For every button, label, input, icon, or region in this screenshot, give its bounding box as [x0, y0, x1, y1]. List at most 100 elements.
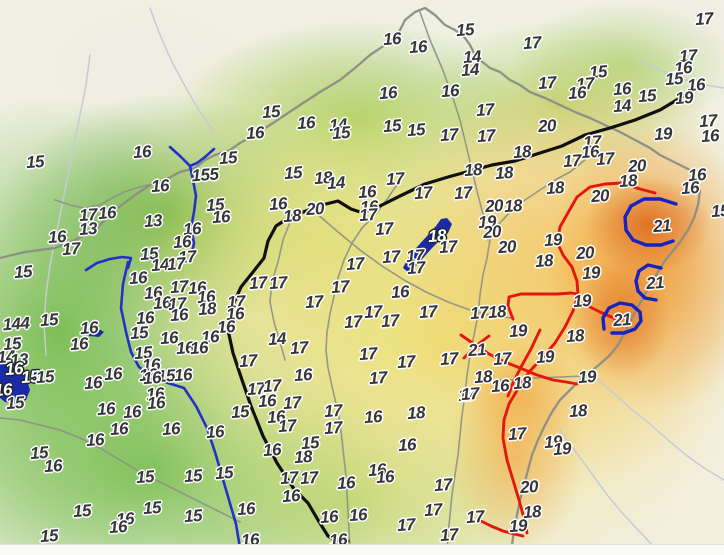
temp-label: 17: [396, 514, 416, 536]
temp-label: 15: [261, 101, 281, 123]
temp-label: 21: [612, 309, 632, 331]
temp-label: 15: [331, 122, 351, 144]
lake-polygon: [87, 328, 104, 337]
temp-label: 16: [103, 363, 123, 385]
temp-label: 16: [205, 421, 225, 443]
temp-label: 17: [694, 8, 714, 30]
temp-label: 19: [543, 229, 563, 251]
temp-label: 15: [214, 462, 234, 484]
temp-label: 15: [406, 119, 426, 141]
temp-label: 144: [1, 313, 31, 335]
temp-label: 15: [283, 162, 303, 184]
temp-label: 17: [381, 246, 401, 268]
faint-river-line: [149, 7, 215, 133]
temp-label: 18: [494, 162, 514, 184]
country-border-line: [0, 6, 702, 555]
temp-label: 17: [413, 182, 433, 204]
temp-label: 15: [183, 465, 203, 487]
temp-label: 17: [423, 499, 443, 521]
temp-label: 18: [545, 177, 565, 199]
lake-polygon: [403, 218, 452, 272]
temp-label: 17: [522, 32, 542, 54]
temp-label: 16: [440, 80, 460, 102]
temp-label: 19: [577, 366, 597, 388]
temp-label: 16: [146, 392, 166, 414]
temp-label: 16: [375, 466, 395, 488]
temp-label: 17: [268, 272, 288, 294]
temp-label: 17: [358, 343, 378, 365]
faint-river-line: [589, 371, 724, 481]
temp-label: 19: [572, 290, 592, 312]
temp-label: 17: [330, 276, 350, 298]
temp-label: 17: [304, 291, 324, 313]
temp-label: 16: [108, 516, 128, 538]
river-road-line: [325, 182, 399, 549]
faint-river-line: [559, 429, 656, 549]
temp-label: 17: [438, 236, 458, 258]
temp-label: 16: [408, 36, 428, 58]
temp-label: 15: [35, 366, 55, 388]
temp-label: 18: [197, 298, 217, 320]
temp-label: 13: [78, 218, 98, 240]
temp-label: 17: [368, 367, 388, 389]
temp-label: 18: [512, 141, 532, 163]
red-isoline: [479, 519, 525, 538]
temp-label: 18: [282, 205, 302, 227]
temp-label: 17: [396, 351, 416, 373]
temp-label: 15: [13, 261, 33, 283]
river-road-line: [314, 211, 513, 319]
temp-label: 16: [390, 281, 410, 303]
river-road-line: [0, 417, 241, 523]
temp-label: 16: [161, 418, 181, 440]
temp-label: 18: [565, 325, 585, 347]
temp-label: 16: [109, 418, 129, 440]
temp-label: 17: [61, 238, 81, 260]
red-isoline: [462, 334, 491, 360]
temp-label: 18: [293, 446, 313, 468]
temp-label: 15: [455, 19, 475, 41]
temp-label: 17: [406, 257, 426, 279]
temp-label: 17: [385, 168, 405, 190]
temp-label: 20: [305, 198, 325, 220]
temp-label: 18: [463, 159, 483, 181]
temp-label: 15: [710, 200, 724, 222]
temp-label: 17: [345, 253, 365, 275]
temp-label: 16: [680, 177, 700, 199]
temp-label: 21: [467, 339, 487, 361]
temp-label: 17: [439, 124, 459, 146]
temp-label: 19: [552, 438, 572, 460]
temp-label: 16: [189, 337, 209, 359]
temp-label: 16: [363, 406, 383, 428]
temp-label: 16: [69, 333, 89, 355]
temp-label: 16: [296, 112, 316, 134]
temp-label: 14: [460, 59, 480, 81]
temp-label: 155: [190, 164, 220, 186]
temp-label: 17: [439, 348, 459, 370]
temp-label: 16: [397, 434, 417, 456]
temp-label: 17: [453, 182, 473, 204]
blue-isoline-arc: [634, 263, 663, 302]
temp-label: 16: [336, 472, 356, 494]
temp-label: 17: [460, 383, 480, 405]
temp-label: 17: [282, 392, 302, 414]
black-isoline: [226, 90, 692, 543]
temp-label: 19: [535, 346, 555, 368]
temp-label: 16: [216, 316, 236, 338]
blue-river-line: [119, 260, 243, 555]
temp-label: 17: [418, 301, 438, 323]
temp-label: 16: [262, 439, 282, 461]
temp-label: 17: [166, 253, 186, 275]
temp-label: 14: [612, 95, 632, 117]
blue-river-line: [188, 147, 216, 168]
temp-label: 16: [132, 141, 152, 163]
temp-label: 15: [135, 466, 155, 488]
lake-polygon: [0, 362, 30, 404]
temp-label: 19: [508, 515, 528, 537]
temp-label: 17: [469, 302, 489, 324]
temp-label: 17: [476, 125, 496, 147]
temp-label: 14: [326, 172, 346, 194]
river-road-line: [419, 11, 489, 241]
